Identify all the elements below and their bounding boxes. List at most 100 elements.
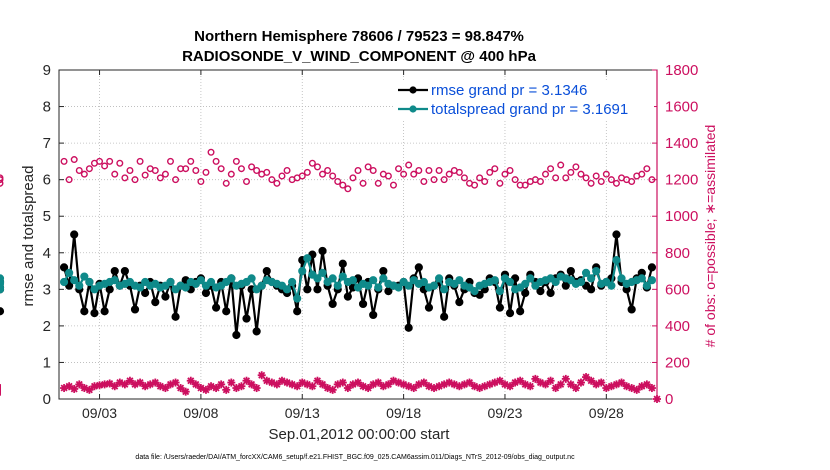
obs-possible-point	[359, 179, 367, 187]
series-point	[257, 281, 266, 290]
y-left-tick-label: 6	[43, 172, 51, 189]
obs-assimilated-point	[212, 384, 221, 393]
obs-assimilated-point	[653, 395, 661, 403]
series-point	[80, 307, 89, 316]
y-right-tick-label: 1600	[665, 99, 698, 116]
obs-possible-point	[476, 174, 484, 182]
series-point	[288, 277, 297, 287]
series-point	[592, 266, 601, 276]
obs-assimilated-point	[176, 384, 185, 393]
chart-title-group: Northern Hemisphere 78606 / 79523 = 98.8…	[182, 28, 537, 65]
obs-possible-point	[75, 167, 83, 175]
legend-label: totalspread grand pr = 3.1691	[431, 101, 628, 118]
series-point	[222, 307, 231, 316]
obs-possible-point	[577, 170, 585, 178]
series-point	[394, 283, 403, 292]
obs-possible-point	[486, 168, 494, 176]
obs-assimilated-point	[272, 380, 281, 389]
obs-assimilated-point	[227, 378, 236, 387]
obs-assimilated-point	[597, 378, 606, 387]
series-point	[429, 281, 439, 290]
obs-possible-point	[80, 170, 88, 178]
obs-possible-point	[319, 170, 327, 178]
obs-assimilated-point	[526, 382, 535, 391]
series-point	[455, 298, 464, 307]
x-tick-label: 09/28	[589, 405, 624, 421]
series-point	[338, 259, 347, 268]
series-point	[151, 298, 160, 307]
y-axis-left-ticks: 0 1 2 3 4 5 6 7 8 9	[43, 62, 64, 408]
obs-possible-point	[126, 167, 134, 175]
obs-possible-point	[131, 176, 139, 184]
x-tick-label: 09/03	[82, 405, 117, 421]
series-point	[505, 277, 515, 287]
series-point	[358, 299, 368, 309]
obs-assimilated-point	[318, 380, 327, 389]
obs-possible-point	[521, 181, 529, 189]
obs-possible-point	[111, 170, 119, 178]
obs-assimilated-point	[90, 382, 99, 391]
obs-assimilated-point	[551, 384, 560, 393]
obs-possible-point	[212, 157, 220, 165]
series-point	[470, 287, 479, 296]
series-point	[505, 308, 515, 318]
y-right-tick-label: 400	[665, 318, 690, 335]
obs-possible-point	[471, 181, 479, 189]
obs-possible-point	[60, 157, 68, 165]
series-point	[637, 274, 646, 283]
obs-assimilated-point	[556, 380, 565, 389]
y-right-tick-label: 0	[665, 391, 673, 408]
obs-assimilated-point	[201, 385, 210, 394]
obs-possible-point	[425, 167, 433, 175]
series-point	[536, 287, 545, 296]
obs-possible-point	[481, 177, 489, 185]
y-left-tick-label: 3	[43, 281, 51, 298]
obs-possible-point	[232, 157, 240, 165]
x-tick-label: 09/08	[183, 405, 218, 421]
obs-possible-point	[344, 185, 352, 193]
obs-possible-point	[582, 174, 590, 182]
obs-possible-point	[602, 170, 610, 178]
obs-possible-point	[369, 167, 377, 175]
obs-assimilated-point	[571, 384, 580, 393]
obs-possible-point	[628, 177, 636, 185]
obs-assimilated-point	[257, 371, 266, 380]
series-point	[75, 281, 84, 290]
obs-possible-point	[420, 177, 428, 185]
series-point	[242, 314, 251, 323]
obs-possible-point	[273, 179, 281, 187]
series-point	[348, 276, 358, 285]
obs-possible-point	[116, 159, 124, 167]
series-point	[59, 277, 69, 287]
obs-possible-point	[511, 176, 519, 184]
series-point	[617, 274, 626, 283]
obs-assimilated-point	[617, 378, 626, 387]
obs-possible-point	[349, 174, 357, 182]
series-point	[262, 266, 271, 276]
obs-possible-point	[410, 170, 418, 178]
y-right-tick-label: 1200	[665, 172, 698, 189]
y-right-tick-label: 800	[665, 245, 690, 262]
obs-possible-point	[536, 177, 544, 185]
obs-possible-point	[334, 177, 342, 185]
series-point	[328, 299, 337, 309]
obs-assimilated-point	[161, 384, 170, 393]
obs-possible-point	[572, 163, 580, 171]
series-point	[379, 266, 388, 276]
obs-possible-point	[298, 172, 306, 180]
series-point	[70, 230, 79, 239]
obs-possible-point	[65, 176, 73, 184]
obs-possible-point	[491, 165, 499, 173]
series-point	[65, 268, 74, 277]
obs-assimilated-point	[171, 378, 180, 387]
series-point	[181, 283, 190, 292]
obs-possible-point	[141, 171, 149, 179]
series-point	[282, 285, 292, 294]
obs-possible-point	[283, 167, 291, 175]
series-point	[171, 312, 180, 321]
series-point	[318, 246, 327, 256]
series-point	[404, 323, 413, 332]
obs-possible-point	[638, 170, 646, 178]
obs-possible-point	[222, 179, 230, 187]
obs-assimilated-point	[582, 373, 591, 382]
